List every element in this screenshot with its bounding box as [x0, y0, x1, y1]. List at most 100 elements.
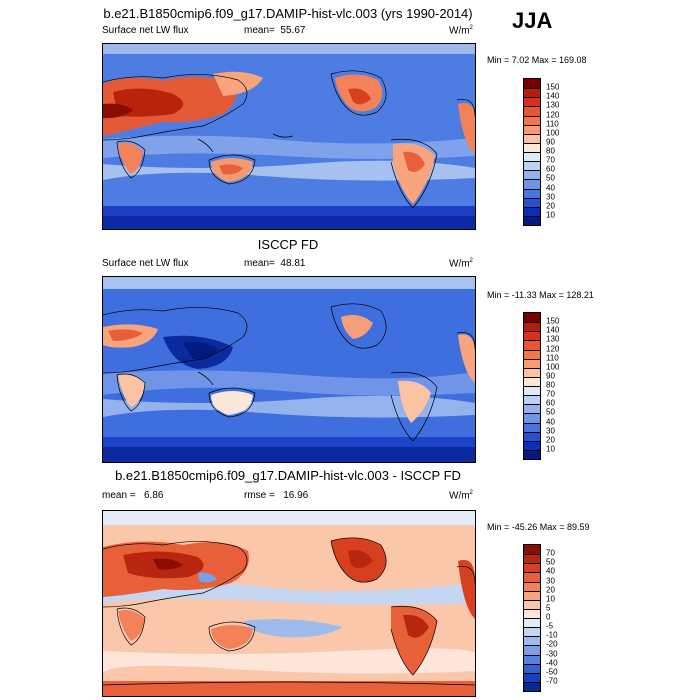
colorbar-segment [524, 79, 540, 89]
colorbar-segment [524, 581, 540, 591]
panel-2-mean-label: mean= [244, 258, 275, 269]
colorbar-tick-label: 90 [546, 137, 555, 147]
panel-2-mean-value: 48.81 [280, 258, 306, 269]
panel-3-map [102, 510, 476, 697]
colorbar-tick-label: 60 [546, 398, 555, 408]
colorbar-segment [524, 599, 540, 609]
colorbar-segment [524, 431, 540, 441]
panel-3-map-svg [103, 511, 475, 696]
colorbar-tick-label: 100 [546, 128, 560, 138]
panel-1-minmax: Min = 7.02 Max = 169.08 [487, 55, 587, 65]
colorbar-segment [524, 395, 540, 405]
colorbar-segment [524, 106, 540, 116]
colorbar-tick-label: -40 [546, 658, 558, 668]
colorbar-segment [524, 672, 540, 682]
panel-3-mean-label: mean = [102, 490, 136, 501]
colorbar-segment [524, 449, 540, 459]
colorbar-tick-label: 130 [546, 334, 560, 344]
colorbar-segment [524, 645, 540, 655]
colorbar-segment [524, 590, 540, 600]
panel-1-units: W/m2 [449, 25, 473, 37]
colorbar-segment [524, 358, 540, 368]
colorbar-tick-label: 140 [546, 91, 560, 101]
colorbar-segment [524, 97, 540, 107]
colorbar-segment [524, 197, 540, 207]
colorbar-tick-label: -30 [546, 649, 558, 658]
colorbar-segment [524, 322, 540, 332]
panel-2-title: ISCCP FD [257, 237, 319, 252]
colorbar-segment [524, 133, 540, 143]
season-label: JJA [512, 8, 553, 33]
colorbar-tick-label: 110 [546, 119, 559, 129]
colorbar-tick-label: 10 [546, 444, 555, 454]
colorbar-tick-label: 60 [546, 164, 555, 174]
panel-1-variable-label: Surface net LW flux [102, 25, 189, 36]
panel-3-rmse-label: rmse = [244, 490, 275, 501]
colorbar-tick-label: -5 [546, 621, 554, 631]
colorbar-segment [524, 313, 540, 323]
colorbar-tick-label: 110 [546, 353, 559, 363]
colorbar-segment [524, 554, 540, 564]
colorbar-segment [524, 170, 540, 180]
colorbar-tick-label: 40 [546, 183, 555, 192]
panel-1-map [102, 43, 476, 230]
colorbar-segment [524, 413, 540, 423]
panel-2-map-svg [103, 277, 475, 462]
colorbar-segment [524, 618, 540, 628]
panel-3-rmse-value: 16.96 [283, 490, 309, 501]
colorbar-segment [524, 545, 540, 555]
panel-1-colorbar [523, 78, 541, 226]
colorbar-tick-label: 30 [546, 426, 555, 436]
colorbar-segment [524, 376, 540, 386]
panel-2-minmax: Min = -11.33 Max = 128.21 [487, 290, 594, 300]
colorbar-segment [524, 179, 540, 189]
colorbar-segment [524, 115, 540, 125]
colorbar-tick-label: -20 [546, 639, 558, 649]
colorbar-tick-label: 120 [546, 110, 560, 119]
panel-1-map-svg [103, 44, 475, 229]
colorbar-segment [524, 572, 540, 582]
colorbar-tick-label: 0 [546, 612, 551, 622]
panel-3-units: W/m2 [449, 490, 473, 502]
panel-3-title: b.e21.B1850cmip6.f09_g17.DAMIP-hist-vlc.… [115, 468, 461, 483]
colorbar-tick-label: 100 [546, 362, 560, 372]
colorbar-tick-label: 10 [546, 210, 555, 220]
colorbar-tick-label: 50 [546, 557, 555, 567]
colorbar-segment [524, 654, 540, 664]
colorbar-tick-label: 80 [546, 146, 555, 156]
colorbar-segment [524, 663, 540, 673]
colorbar-tick-label: 90 [546, 371, 555, 381]
colorbar-segment [524, 161, 540, 171]
panel-3-colorbar [523, 544, 541, 692]
colorbar-tick-label: 20 [546, 201, 555, 211]
colorbar-tick-label: 150 [546, 316, 560, 326]
colorbar-tick-label: -70 [546, 676, 558, 686]
panel-3-mean-stat: mean = 6.86 [102, 490, 163, 501]
colorbar-tick-label: 70 [546, 155, 555, 165]
colorbar-tick-label: 40 [546, 417, 555, 426]
colorbar-tick-label: 130 [546, 100, 560, 110]
colorbar-segment [524, 422, 540, 432]
colorbar-segment [524, 386, 540, 396]
colorbar-segment [524, 188, 540, 198]
colorbar-tick-label: 80 [546, 380, 555, 390]
panel-2-map [102, 276, 476, 463]
colorbar-tick-label: 50 [546, 407, 555, 417]
colorbar-tick-label: 10 [546, 594, 555, 604]
colorbar-segment [524, 367, 540, 377]
colorbar-tick-label: -50 [546, 667, 558, 677]
panel-3-minmax: Min = -45.26 Max = 89.59 [487, 522, 590, 532]
colorbar-segment [524, 152, 540, 162]
panel-1-mean-value: 55.67 [280, 25, 306, 36]
colorbar-segment [524, 627, 540, 637]
colorbar-tick-label: 20 [546, 585, 555, 595]
colorbar-segment [524, 340, 540, 350]
panel-1-title: b.e21.B1850cmip6.f09_g17.DAMIP-hist-vlc.… [103, 6, 473, 21]
colorbar-tick-label: 150 [546, 82, 560, 92]
panel-2-variable-label: Surface net LW flux [102, 258, 189, 269]
colorbar-segment [524, 440, 540, 450]
colorbar-tick-label: 140 [546, 325, 560, 335]
colorbar-tick-label: 20 [546, 435, 555, 445]
colorbar-segment [524, 142, 540, 152]
colorbar-tick-label: 5 [546, 603, 551, 613]
